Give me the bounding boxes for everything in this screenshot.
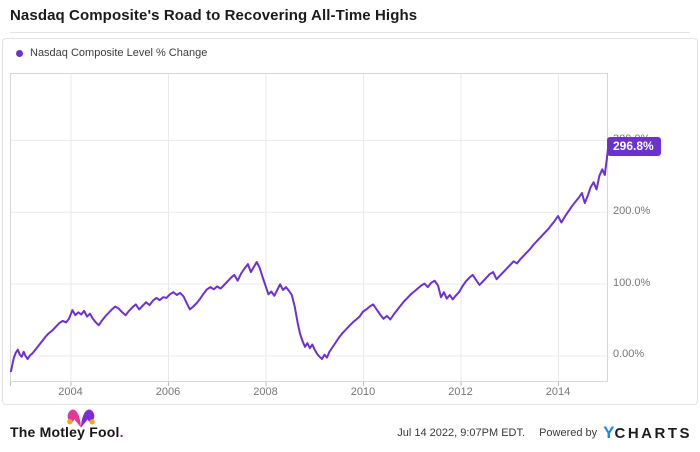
y-axis-label: 0.00% (613, 348, 645, 361)
powered-by-label: Powered by (539, 427, 598, 439)
series-dot-icon (16, 49, 23, 57)
x-axis-label: 2006 (155, 386, 181, 398)
value-badge: 296.8% (607, 136, 661, 156)
motley-fool-logo: The Motley Fool. (10, 424, 124, 440)
ycharts-logo[interactable]: Y CHARTS (603, 423, 692, 443)
badge-value: 296.8% (607, 136, 661, 156)
logo-period: . (119, 424, 124, 440)
x-axis-label: 2008 (253, 386, 278, 398)
motley-fool-logo-text: The Motley Fool (10, 424, 120, 440)
ycharts-y-mark: Y (603, 423, 615, 442)
x-axis-label: 2010 (350, 386, 376, 398)
ycharts-wordmark: CHARTS (614, 425, 692, 442)
motley-fool-hat-icon (67, 409, 95, 428)
legend: Nasdaq Composite Level % Change (16, 47, 207, 59)
title-divider (10, 32, 690, 33)
chart-area (2, 38, 698, 405)
x-axis-label: 2004 (58, 386, 83, 398)
y-axis-label: 100.0% (613, 276, 651, 289)
timestamp: Jul 14 2022, 9:07PM EDT. (397, 427, 526, 439)
x-axis-label: 2012 (448, 386, 473, 398)
series-line (10, 145, 608, 373)
legend-series-label: Nasdaq Composite Level % Change (30, 47, 208, 59)
y-axis-label: 200.0% (613, 204, 651, 217)
x-axis-label: 2014 (545, 386, 571, 398)
chart-title: Nasdaq Composite's Road to Recovering Al… (10, 7, 418, 24)
footer-attribution: Jul 14 2022, 9:07PM EDT. Powered by Y CH… (397, 423, 692, 443)
plot (10, 73, 608, 387)
